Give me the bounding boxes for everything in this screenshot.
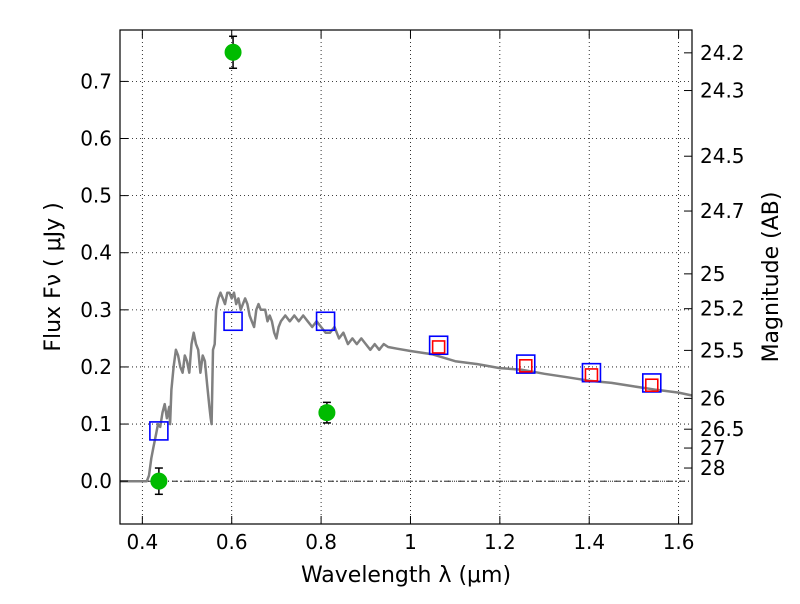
red-square-marker xyxy=(431,340,446,354)
y-tick-label: 0.5 xyxy=(80,184,112,208)
y-tick-label: 0.4 xyxy=(80,241,112,265)
x-tick-label: 0.6 xyxy=(216,530,248,554)
y-tick-label: 0.3 xyxy=(80,298,112,322)
y2-tick-label: 24.3 xyxy=(700,79,745,103)
plot-frame xyxy=(119,29,693,525)
y2-tick-label: 25.5 xyxy=(700,338,745,362)
y2-tick-label: 28 xyxy=(700,456,725,480)
green-point-marker xyxy=(318,404,336,422)
green-point-marker xyxy=(224,43,242,61)
blue-square-marker xyxy=(515,354,536,374)
y2-tick-label: 26.5 xyxy=(700,417,745,441)
x-tick-label: 1.6 xyxy=(663,530,695,554)
blue-square-marker xyxy=(223,311,243,332)
x-tick-label: 0.4 xyxy=(126,530,158,554)
y2-tick-label: 27 xyxy=(700,436,725,460)
x-tick-label: 0.8 xyxy=(305,530,337,554)
red-square-marker xyxy=(518,359,533,373)
green-point-marker xyxy=(150,472,168,490)
plot-area xyxy=(120,35,693,496)
blue-square-marker xyxy=(315,311,336,332)
x-tick-label: 1.4 xyxy=(573,530,605,554)
y-tick-label: 0.2 xyxy=(80,355,112,379)
red-square-marker xyxy=(584,368,599,382)
x-tick-label: 1 xyxy=(404,530,417,554)
y2-tick-label: 25 xyxy=(700,262,725,286)
y-tick-label: 0.0 xyxy=(80,469,112,493)
blue-square-marker xyxy=(428,335,449,356)
y2-tick-label: 24.2 xyxy=(700,41,745,65)
y2-axis-label: Magnitude (AB) xyxy=(759,192,784,363)
red-square-marker xyxy=(644,378,659,393)
y-tick-label: 0.7 xyxy=(80,69,112,93)
y-tick-label: 0.6 xyxy=(80,127,112,151)
y-tick-label: 0.1 xyxy=(80,412,112,436)
x-axis-label: Wavelength λ (μm) xyxy=(301,563,511,588)
y2-tick-label: 24.5 xyxy=(700,144,745,168)
grid-lines xyxy=(120,30,692,524)
x-tick-label: 1.2 xyxy=(484,530,516,554)
axes: 0.4 0.6 0.8 1 1.2 1.4 1.6 0.0 0.1 0.2 0.3 0.4 0.5 0.6… xyxy=(80,30,745,554)
y2-tick-label: 25.2 xyxy=(700,297,745,321)
model-spectrum-line xyxy=(120,291,693,483)
y2-tick-label: 24.7 xyxy=(700,199,745,223)
y2-tick-label: 26 xyxy=(700,386,725,410)
blue-square-marker xyxy=(149,421,169,441)
y-axis-label: Flux Fν ( μJy ) xyxy=(41,202,66,351)
